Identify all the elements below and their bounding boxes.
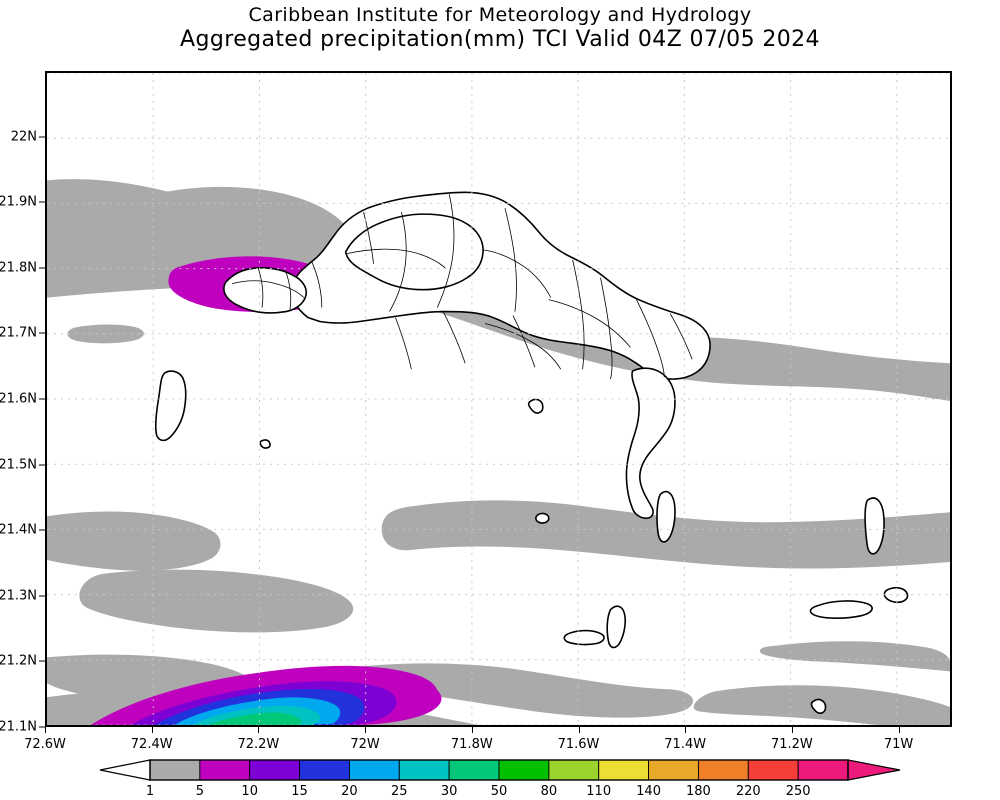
colorbar-cell[interactable] — [149, 759, 201, 781]
colorbar-cell[interactable] — [348, 759, 400, 781]
x-axis: 72.6W 72.4W 72.2W 72W 71.8W 71.6W 71.4W … — [0, 727, 1000, 767]
precipitation-map — [47, 73, 950, 725]
colorbar-cell[interactable] — [398, 759, 450, 781]
colorbar-swatches — [99, 759, 901, 781]
colorbar-cell-group[interactable] — [149, 759, 849, 781]
x-tick-mark — [685, 727, 687, 733]
colorbar-tick-label: 10 — [241, 784, 258, 799]
y-tick-label: 21.2N — [0, 653, 37, 669]
colorbar-tick-label: 220 — [735, 784, 761, 799]
map-plot-area — [45, 71, 952, 727]
y-tick-label: 21.8N — [0, 260, 37, 276]
x-tick-mark — [471, 727, 473, 733]
x-tick-mark — [45, 727, 46, 733]
colorbar-tick-label: 15 — [291, 784, 308, 799]
colorbar: 1 5 10 15 20 25 30 50 80 110 140 180 220 250 — [0, 758, 1000, 800]
x-tick-label: 71.8W — [450, 737, 493, 752]
x-tick-label: 72.6W — [24, 737, 66, 752]
colorbar-cell[interactable] — [299, 759, 350, 781]
colorbar-tick-label: 140 — [636, 784, 661, 799]
figure-title-block: Caribbean Institute for Meteorology and … — [0, 4, 1000, 53]
y-tick-label: 21.4N — [0, 522, 37, 538]
colorbar-cell[interactable] — [598, 759, 650, 781]
x-tick-label: 72W — [350, 737, 380, 752]
colorbar-cell[interactable] — [548, 759, 600, 781]
y-tick-mark — [39, 267, 45, 269]
colorbar-tick-label: 80 — [540, 784, 558, 799]
colorbar-cell[interactable] — [747, 759, 799, 781]
colorbar-tick-label: 250 — [785, 784, 811, 799]
colorbar-tick-label: 110 — [586, 784, 612, 799]
x-tick-mark — [791, 727, 793, 733]
x-tick-label: 71W — [883, 737, 914, 752]
colorbar-over-arrow — [847, 759, 901, 781]
colorbar-tick-label: 180 — [686, 784, 711, 799]
colorbar-cell[interactable] — [697, 759, 749, 781]
y-tick-mark — [39, 136, 45, 138]
x-tick-label: 71.6W — [557, 737, 600, 752]
x-tick-mark — [898, 727, 900, 733]
y-tick-mark — [39, 529, 45, 531]
colorbar-under-arrow — [99, 759, 151, 781]
y-tick-label: 21.5N — [0, 457, 37, 473]
coastlines-layer — [154, 191, 909, 714]
y-axis: 21.1N 21.2N 21.3N 21.4N 21.5N 21.6N 21.7… — [0, 0, 45, 800]
colorbar-tick-label: 5 — [195, 784, 204, 799]
colorbar-tick-label: 50 — [490, 784, 508, 799]
y-tick-label: 21.3N — [0, 588, 37, 604]
y-tick-mark — [39, 332, 45, 334]
colorbar-cell[interactable] — [498, 759, 550, 781]
page-title: Aggregated precipitation(mm) TCI Valid 0… — [180, 27, 820, 52]
y-tick-mark — [39, 201, 45, 203]
colorbar-cell[interactable] — [648, 759, 699, 781]
colorbar-cell[interactable] — [199, 759, 251, 781]
grid-lines-layer — [47, 73, 950, 725]
x-tick-label: 72.2W — [237, 737, 280, 752]
colorbar-cell[interactable] — [797, 759, 849, 781]
x-tick-mark — [365, 727, 367, 733]
y-tick-label: 21.6N — [0, 391, 37, 407]
y-tick-mark — [39, 660, 45, 662]
y-tick-label: 22N — [10, 129, 37, 145]
admin-boundaries-layer — [232, 194, 693, 380]
colorbar-cell[interactable] — [448, 759, 500, 781]
y-tick-mark — [39, 595, 45, 597]
y-tick-label: 21.7N — [0, 325, 37, 341]
x-tick-mark — [578, 727, 580, 733]
x-tick-label: 72.4W — [130, 737, 173, 752]
x-tick-label: 71.4W — [664, 737, 707, 752]
y-tick-mark — [39, 464, 45, 466]
y-tick-label: 21.9N — [0, 194, 37, 210]
y-tick-label: 21.1N — [0, 719, 37, 735]
colorbar-tick-label: 25 — [391, 784, 408, 799]
colorbar-tick-label: 30 — [440, 784, 458, 799]
y-tick-mark — [39, 398, 45, 400]
x-tick-label: 71.2W — [770, 737, 813, 752]
x-tick-mark — [151, 727, 153, 733]
colorbar-cell[interactable] — [249, 759, 301, 781]
colorbar-frame — [149, 759, 849, 781]
colorbar-tick-label: 20 — [341, 784, 358, 799]
x-tick-mark — [258, 727, 260, 733]
y-tick-mark — [39, 726, 45, 728]
colorbar-tick-label: 1 — [145, 784, 155, 799]
institution-title: Caribbean Institute for Meteorology and … — [248, 4, 752, 26]
